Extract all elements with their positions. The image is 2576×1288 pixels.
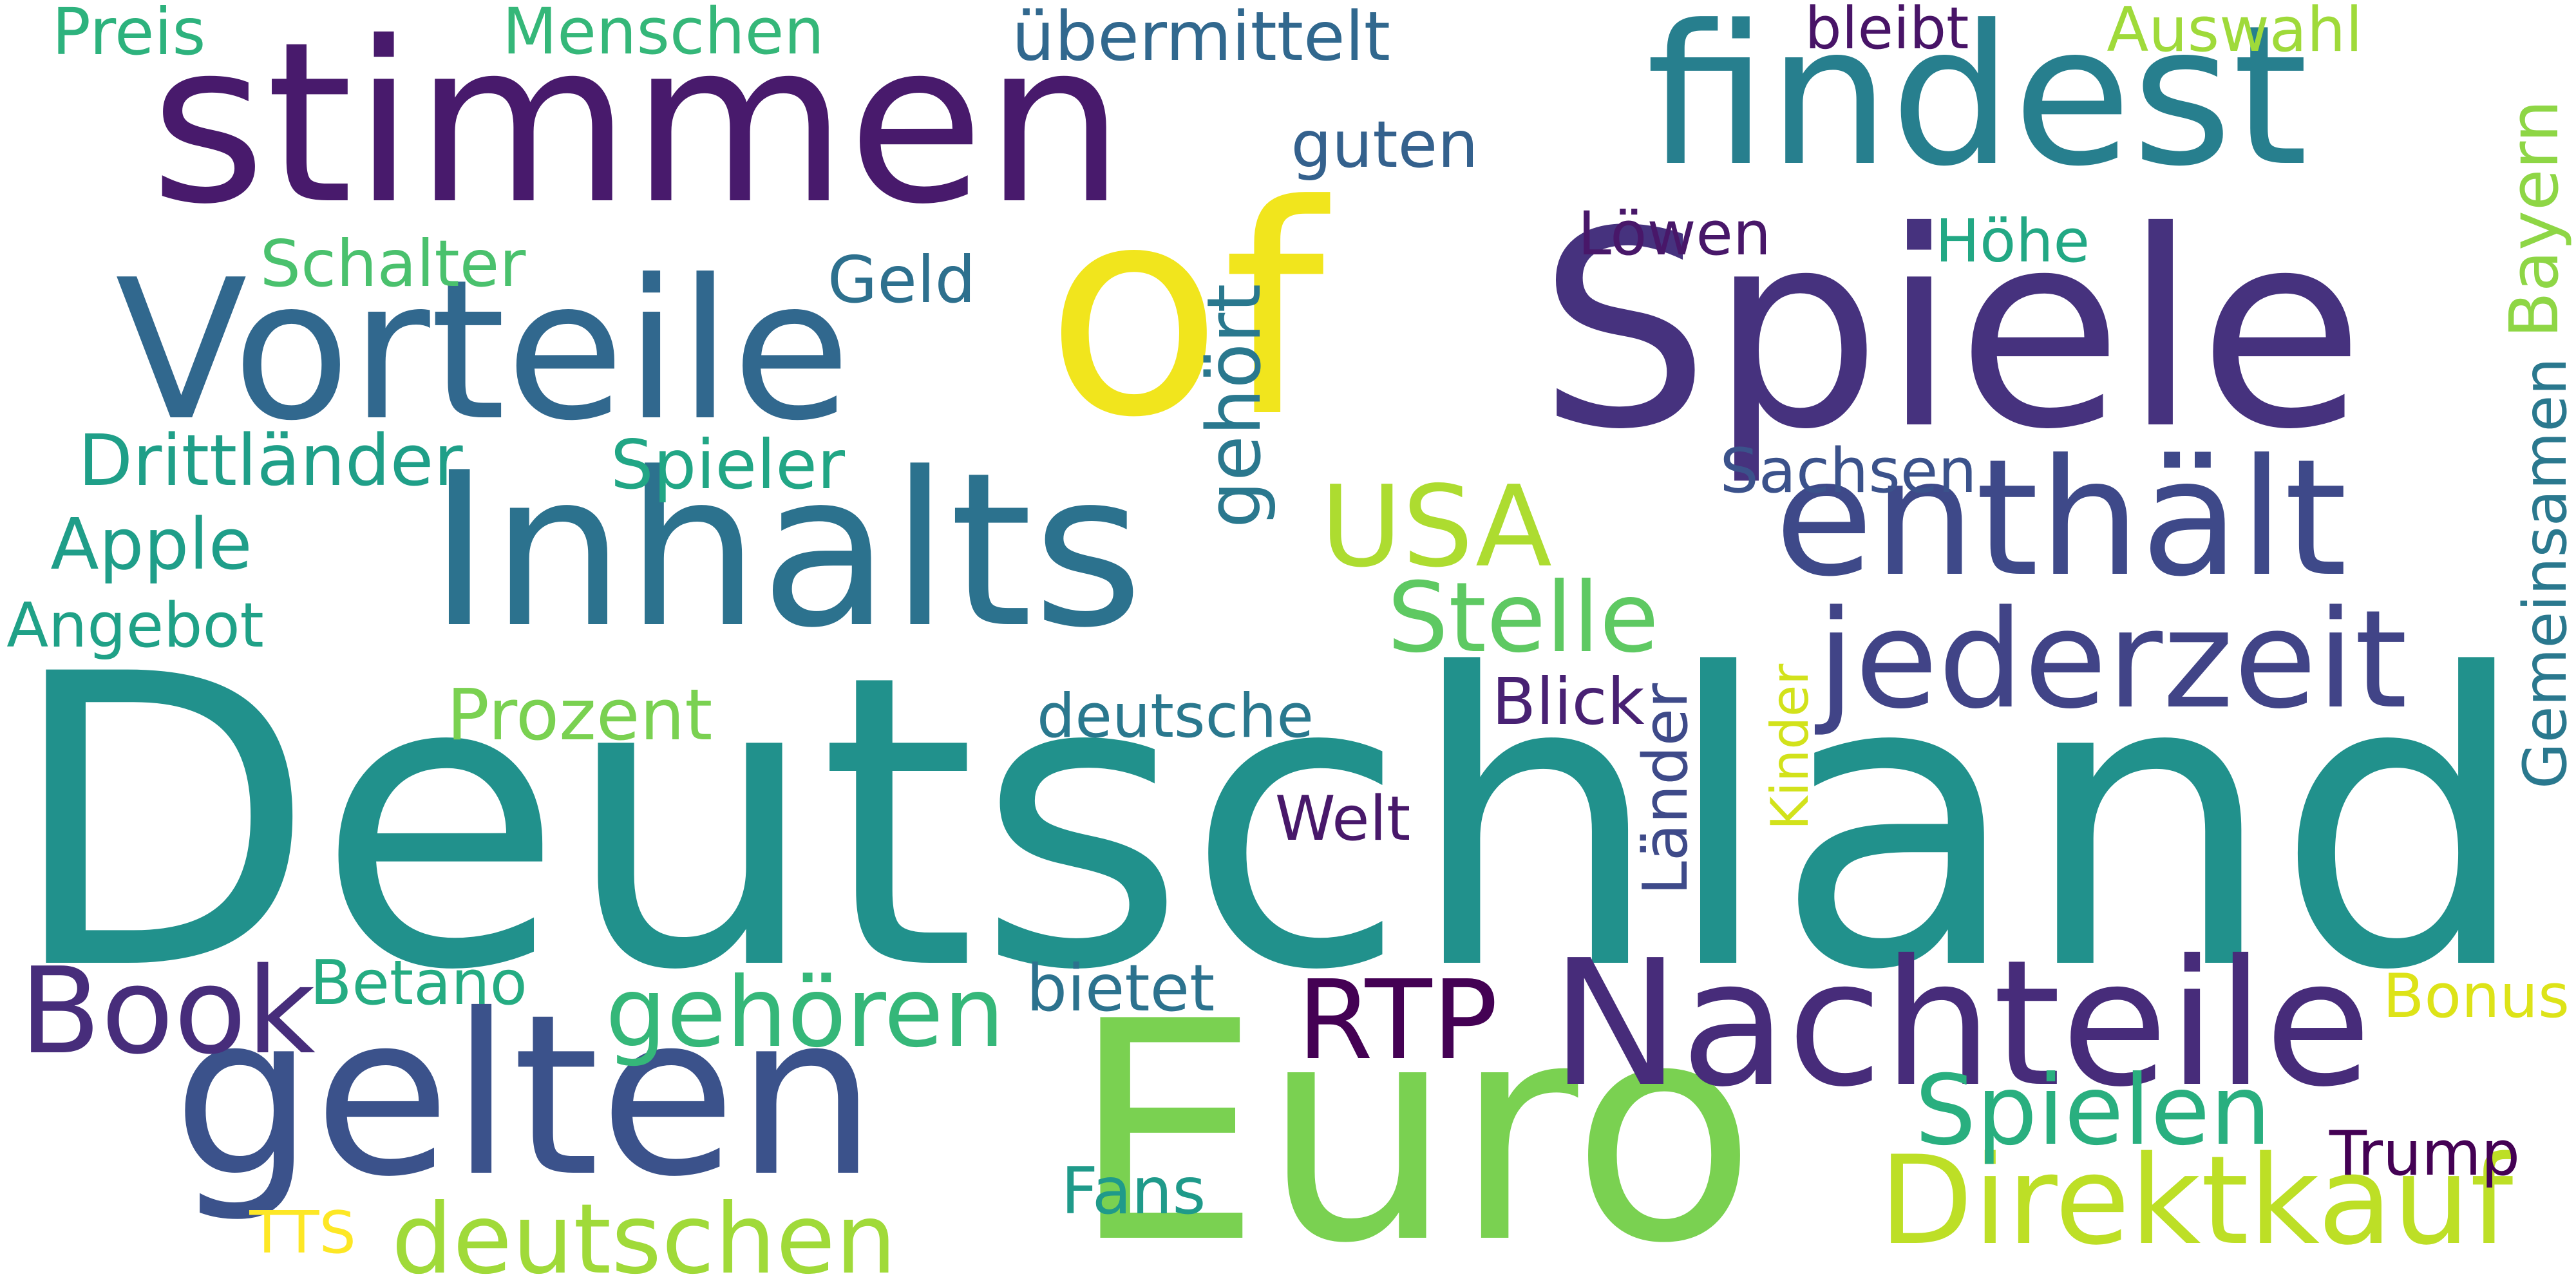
word: Euro: [1070, 957, 1757, 1288]
word: guten: [1291, 107, 1479, 182]
word: Drittländer: [78, 419, 463, 502]
word: TTS: [249, 1199, 356, 1267]
word: Betano: [310, 948, 527, 1019]
word: Löwen: [1578, 198, 1771, 269]
word: Höhe: [1935, 207, 2090, 276]
word: Gemeinsamen: [2510, 357, 2576, 789]
word: Schalter: [260, 226, 526, 301]
word: Inhalts: [428, 427, 1144, 674]
word: gehört: [1191, 283, 1278, 528]
word: jederzeit: [1817, 581, 2408, 739]
word: Kinder: [1760, 663, 1820, 831]
word: Geld: [827, 242, 976, 317]
word: bietet: [1026, 951, 1215, 1026]
word: gehören: [605, 956, 1005, 1069]
word: Blick: [1492, 664, 1645, 739]
word: deutschen: [391, 1184, 897, 1288]
word: findest: [1645, 0, 2309, 209]
word: Spielen: [1915, 1055, 2271, 1167]
word: Nachteile: [1550, 922, 2372, 1125]
word: übermittelt: [1012, 0, 1390, 76]
word: Auswahl: [2107, 0, 2363, 66]
word: Spiele: [1538, 174, 2365, 489]
word: Bayern: [2494, 100, 2573, 338]
word: Deutschland: [6, 589, 2531, 1058]
word: gelten: [173, 967, 877, 1226]
word: Vorteile: [115, 238, 851, 463]
word: Spieler: [610, 426, 845, 504]
word: Menschen: [502, 0, 824, 69]
word: Prozent: [446, 674, 713, 756]
word: bleibt: [1804, 0, 1969, 62]
word: Welt: [1274, 784, 1411, 855]
word: Book: [19, 941, 316, 1081]
word: Sachsen: [1719, 436, 1977, 507]
word: Bonus: [2383, 961, 2570, 1032]
word: Trump: [2329, 1119, 2521, 1189]
word: deutsche: [1037, 681, 1314, 752]
word: Länder: [1631, 683, 1701, 895]
word: Apple: [50, 503, 252, 585]
word: of: [1045, 144, 1325, 481]
word: stimmen: [150, 0, 1125, 253]
word: Fans: [1061, 1153, 1206, 1229]
word: RTP: [1296, 957, 1499, 1084]
word: USA: [1320, 462, 1552, 593]
word: enthält: [1774, 424, 2347, 612]
word: Preis: [52, 0, 206, 70]
word: Angebot: [6, 591, 264, 661]
word: Stelle: [1387, 562, 1659, 674]
word: Direktkauf: [1879, 1130, 2514, 1272]
